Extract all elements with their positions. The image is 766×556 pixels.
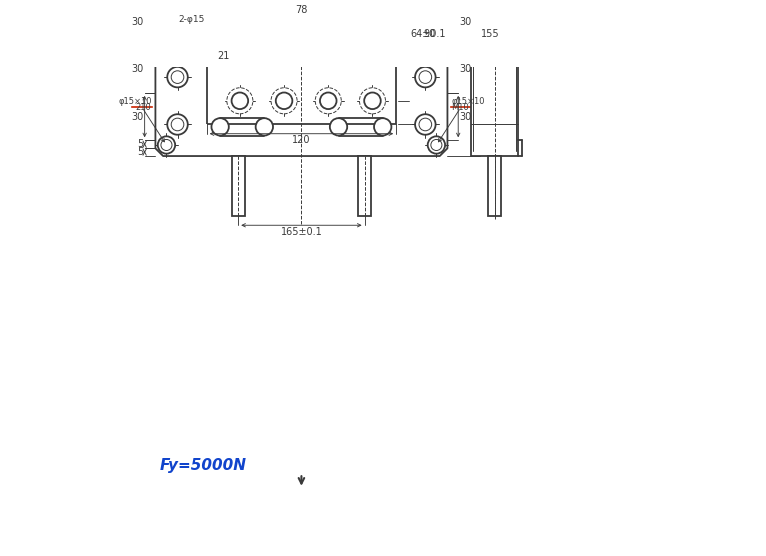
Circle shape xyxy=(364,92,381,109)
Circle shape xyxy=(316,88,342,114)
Circle shape xyxy=(430,140,442,151)
Circle shape xyxy=(374,118,391,136)
Bar xyxy=(232,156,244,216)
Text: 78: 78 xyxy=(295,5,308,15)
Circle shape xyxy=(167,67,188,87)
Circle shape xyxy=(232,26,247,42)
Text: 165±0.1: 165±0.1 xyxy=(280,227,322,237)
Text: 90: 90 xyxy=(423,29,435,39)
Circle shape xyxy=(171,118,184,131)
Circle shape xyxy=(427,136,445,153)
Circle shape xyxy=(359,88,385,114)
Circle shape xyxy=(158,136,175,153)
Circle shape xyxy=(419,71,432,83)
Circle shape xyxy=(227,88,253,114)
Bar xyxy=(358,156,371,216)
Text: 30: 30 xyxy=(460,64,472,74)
Bar xyxy=(471,0,519,156)
Text: 30: 30 xyxy=(131,64,143,74)
Text: 5: 5 xyxy=(137,147,143,157)
Text: 64±0.1: 64±0.1 xyxy=(411,29,447,39)
Circle shape xyxy=(330,118,347,136)
Circle shape xyxy=(271,88,297,114)
Circle shape xyxy=(171,71,184,83)
Circle shape xyxy=(355,26,371,42)
Circle shape xyxy=(256,118,273,136)
Circle shape xyxy=(415,114,436,135)
Text: 155: 155 xyxy=(481,29,500,39)
Text: 30: 30 xyxy=(460,112,472,122)
Circle shape xyxy=(161,140,172,151)
Text: M10: M10 xyxy=(451,103,469,112)
Text: 30: 30 xyxy=(131,17,143,27)
Circle shape xyxy=(419,23,432,36)
Text: 2-φ15: 2-φ15 xyxy=(178,16,205,24)
Circle shape xyxy=(171,23,184,36)
Text: Fy=5000N: Fy=5000N xyxy=(159,458,246,473)
Circle shape xyxy=(415,67,436,87)
Text: 210: 210 xyxy=(136,103,152,112)
Text: 30: 30 xyxy=(460,17,472,27)
Text: φ15×10: φ15×10 xyxy=(118,97,152,106)
Circle shape xyxy=(167,114,188,135)
Text: φ15×10: φ15×10 xyxy=(451,97,485,106)
Circle shape xyxy=(211,118,229,136)
Circle shape xyxy=(415,19,436,40)
Circle shape xyxy=(276,92,293,109)
Circle shape xyxy=(320,92,336,109)
Bar xyxy=(489,156,501,216)
Text: 5: 5 xyxy=(137,139,143,149)
Bar xyxy=(207,0,396,125)
Circle shape xyxy=(419,118,432,131)
Text: 120: 120 xyxy=(292,135,311,145)
Circle shape xyxy=(351,22,375,46)
Circle shape xyxy=(167,19,188,40)
Circle shape xyxy=(228,22,252,46)
Text: 30: 30 xyxy=(131,112,143,122)
Text: 21: 21 xyxy=(217,51,230,61)
Circle shape xyxy=(231,92,248,109)
